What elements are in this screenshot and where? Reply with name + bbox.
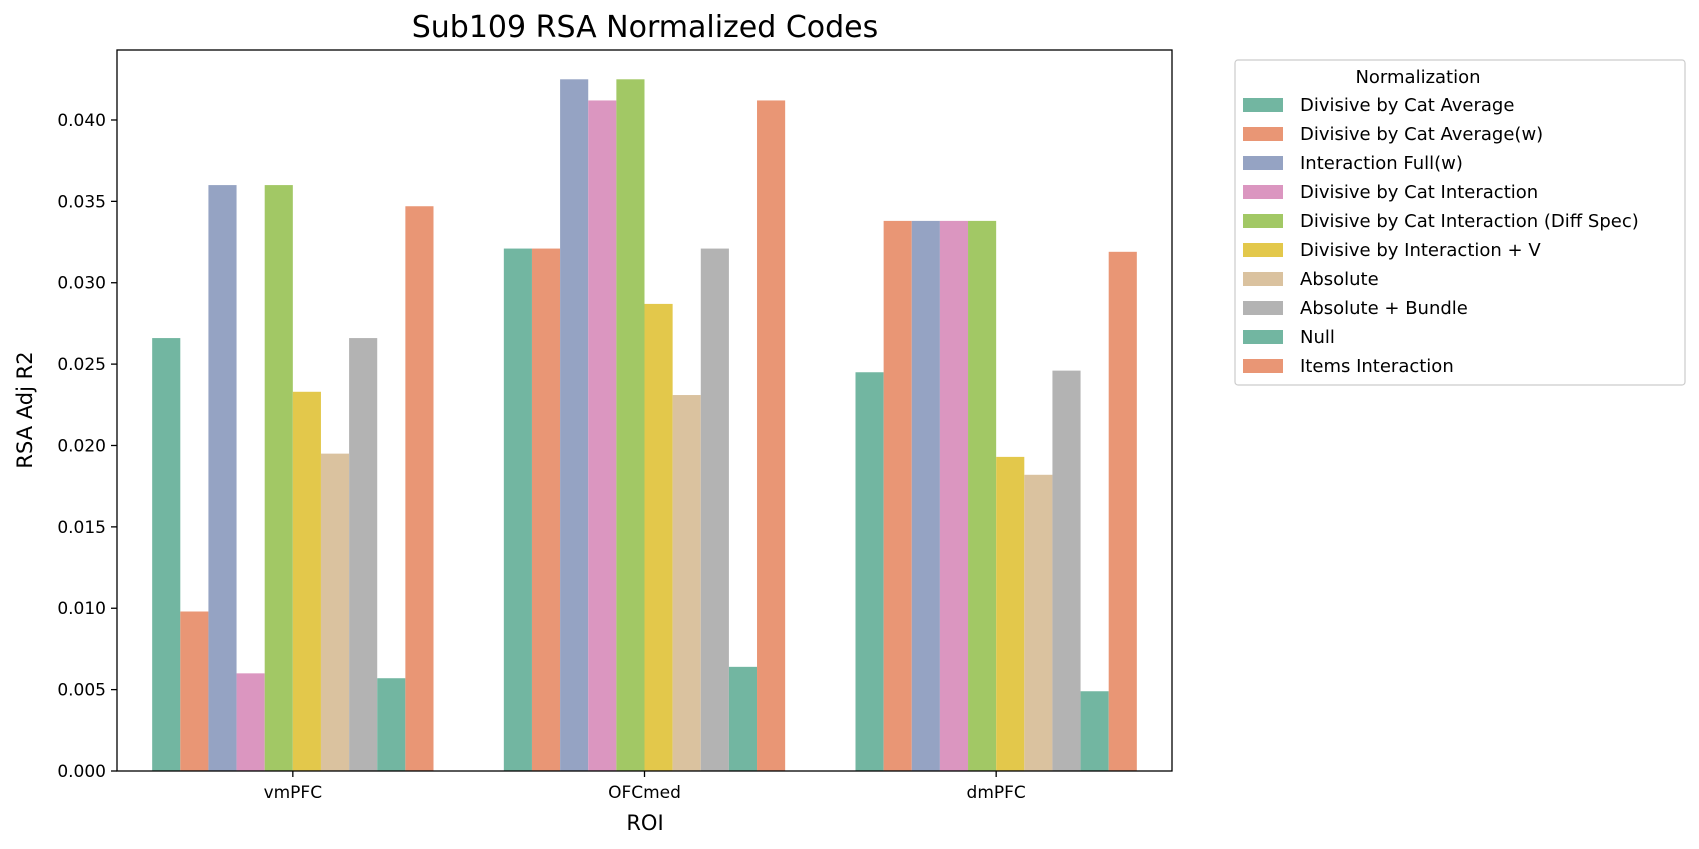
bar (531, 248, 561, 771)
bar (320, 453, 350, 771)
bar (1108, 251, 1137, 771)
y-axis: 0.000 0.005 0.010 0.015 0.020 0.025 0.030 0.035… (57, 111, 117, 782)
bar (152, 338, 181, 771)
bar (405, 206, 434, 772)
legend-label: Divisive by Cat Interaction (Diff Spec) (1300, 211, 1639, 232)
bars-layer (152, 79, 1137, 772)
bar (644, 303, 673, 771)
legend-swatch (1243, 127, 1283, 141)
legend-box (1234, 59, 1686, 386)
legend-swatch (1243, 272, 1283, 286)
x-axis-label: ROI (626, 811, 663, 835)
legend-label: Interaction Full(w) (1300, 153, 1463, 174)
legend-label: Items Interaction (1300, 356, 1454, 377)
x-axis: vmPFC OFCmed dmPFC (264, 771, 1026, 803)
legend-swatch (1243, 98, 1283, 112)
bar (1052, 370, 1081, 771)
bar (377, 678, 406, 771)
bar (883, 220, 912, 771)
bar (996, 456, 1025, 771)
bar (503, 248, 532, 771)
x-tick-label: dmPFC (967, 783, 1026, 803)
bar (939, 220, 969, 771)
bar (180, 611, 209, 771)
legend-label: Absolute (1300, 269, 1379, 290)
legend-swatch (1243, 214, 1283, 228)
bar (700, 248, 729, 771)
bar (292, 391, 321, 771)
y-tick-label: 0.035 (57, 192, 106, 212)
y-axis-label: RSA Adj R2 (13, 351, 37, 468)
legend-items: Divisive by Cat Average Divisive by Cat A… (1243, 95, 1639, 377)
legend-swatch (1243, 156, 1283, 170)
bar (757, 100, 786, 771)
y-tick-label: 0.020 (57, 436, 106, 456)
legend-title: Normalization (1355, 67, 1480, 88)
bar (1080, 691, 1109, 771)
y-tick-label: 0.030 (57, 274, 106, 294)
bar (264, 185, 293, 772)
legend-swatch (1243, 243, 1283, 257)
legend-label: Divisive by Interaction + V (1300, 240, 1541, 261)
bar (588, 100, 617, 771)
legend-label: Divisive by Cat Average (1300, 95, 1514, 116)
bar (855, 372, 884, 771)
legend-label: Divisive by Cat Average(w) (1300, 124, 1543, 145)
bar (208, 185, 237, 772)
legend-swatch (1243, 330, 1283, 344)
bar (616, 79, 645, 772)
bar (560, 79, 589, 772)
legend-swatch (1243, 359, 1283, 373)
bar (672, 395, 701, 771)
legend-label: Absolute + Bundle (1300, 298, 1468, 319)
chart-title: Sub109 RSA Normalized Codes (412, 10, 879, 45)
legend: Normalization Divisive by Cat AverageDiv… (1234, 59, 1686, 386)
bar (728, 666, 758, 771)
y-tick-label: 0.025 (57, 355, 106, 375)
bar (236, 673, 265, 771)
legend-swatch (1243, 301, 1283, 315)
legend-swatch (1243, 185, 1283, 199)
y-tick-label: 0.000 (57, 762, 106, 782)
x-tick-label: vmPFC (264, 783, 323, 803)
y-tick-label: 0.015 (57, 518, 106, 538)
legend-label: Null (1300, 327, 1335, 348)
bar (349, 338, 378, 771)
y-tick-label: 0.005 (57, 681, 106, 701)
legend-label: Divisive by Cat Interaction (1300, 182, 1538, 203)
y-tick-label: 0.010 (57, 599, 106, 619)
bar (968, 220, 997, 771)
x-tick-label: OFCmed (608, 783, 681, 803)
bar (911, 220, 940, 771)
y-tick-label: 0.040 (57, 111, 106, 131)
bar (1024, 474, 1053, 771)
